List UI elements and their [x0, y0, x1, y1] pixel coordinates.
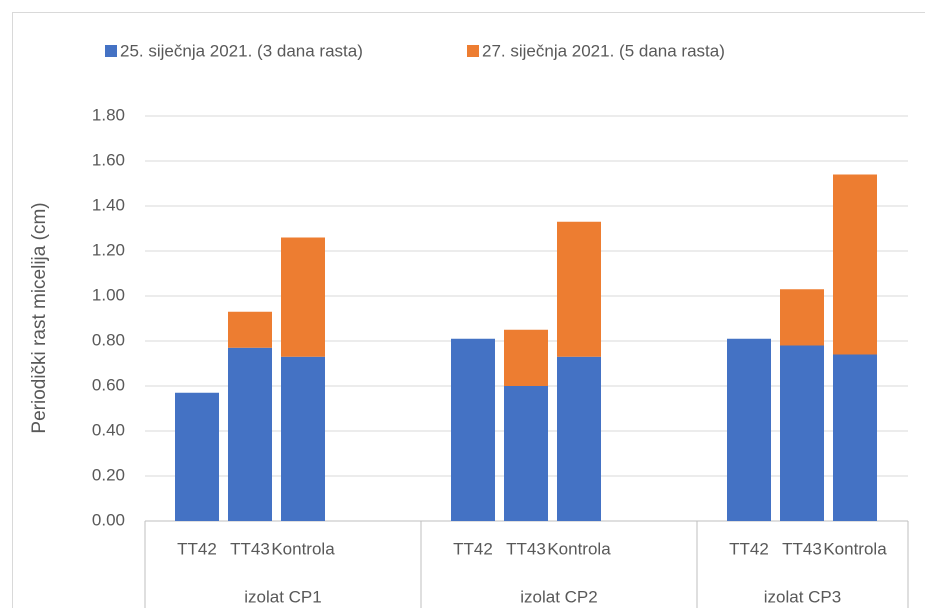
- legend-label: 25. siječnja 2021. (3 dana rasta): [120, 41, 363, 60]
- x-tick-label: TT43: [506, 539, 546, 558]
- bar-segment: [451, 338, 495, 521]
- bar-segment: [557, 221, 601, 357]
- bar-segment: [228, 311, 272, 348]
- group-label: izolat CP1: [244, 587, 321, 606]
- group-label: izolat CP3: [764, 587, 841, 606]
- y-tick-label: 1.00: [92, 285, 125, 304]
- x-tick-label: TT42: [729, 539, 769, 558]
- x-tick-label: TT42: [177, 539, 217, 558]
- bar-segment: [557, 356, 601, 521]
- bar-segment: [780, 289, 824, 346]
- x-tick-label: TT42: [453, 539, 493, 558]
- bar-segment: [504, 386, 548, 521]
- bar-segment: [281, 237, 325, 357]
- y-tick-label: 1.20: [92, 240, 125, 259]
- bar-segment: [228, 347, 272, 521]
- bar-segment: [175, 392, 219, 521]
- x-tick-label: Kontrola: [271, 539, 335, 558]
- y-tick-label: 1.40: [92, 195, 125, 214]
- y-tick-label: 1.60: [92, 150, 125, 169]
- y-tick-label: 0.40: [92, 420, 125, 439]
- y-tick-label: 0.00: [92, 510, 125, 529]
- bar-segment: [833, 174, 877, 355]
- bar-segment: [780, 345, 824, 521]
- bar-segment: [504, 329, 548, 386]
- y-tick-label: 0.60: [92, 375, 125, 394]
- y-tick-label: 0.80: [92, 330, 125, 349]
- y-axis-label: Periodički rast micelija (cm): [29, 202, 50, 433]
- legend-label: 27. siječnja 2021. (5 dana rasta): [482, 41, 725, 60]
- bar-segment: [281, 356, 325, 521]
- x-tick-label: TT43: [230, 539, 270, 558]
- x-tick-label: Kontrola: [823, 539, 887, 558]
- group-label: izolat CP2: [520, 587, 597, 606]
- x-tick-label: TT43: [782, 539, 822, 558]
- bar-segment: [727, 338, 771, 521]
- x-tick-label: Kontrola: [547, 539, 611, 558]
- legend-swatch: [105, 45, 117, 57]
- legend-swatch: [467, 45, 479, 57]
- bar-segment: [833, 354, 877, 521]
- y-tick-label: 1.80: [92, 105, 125, 124]
- y-tick-label: 0.20: [92, 465, 125, 484]
